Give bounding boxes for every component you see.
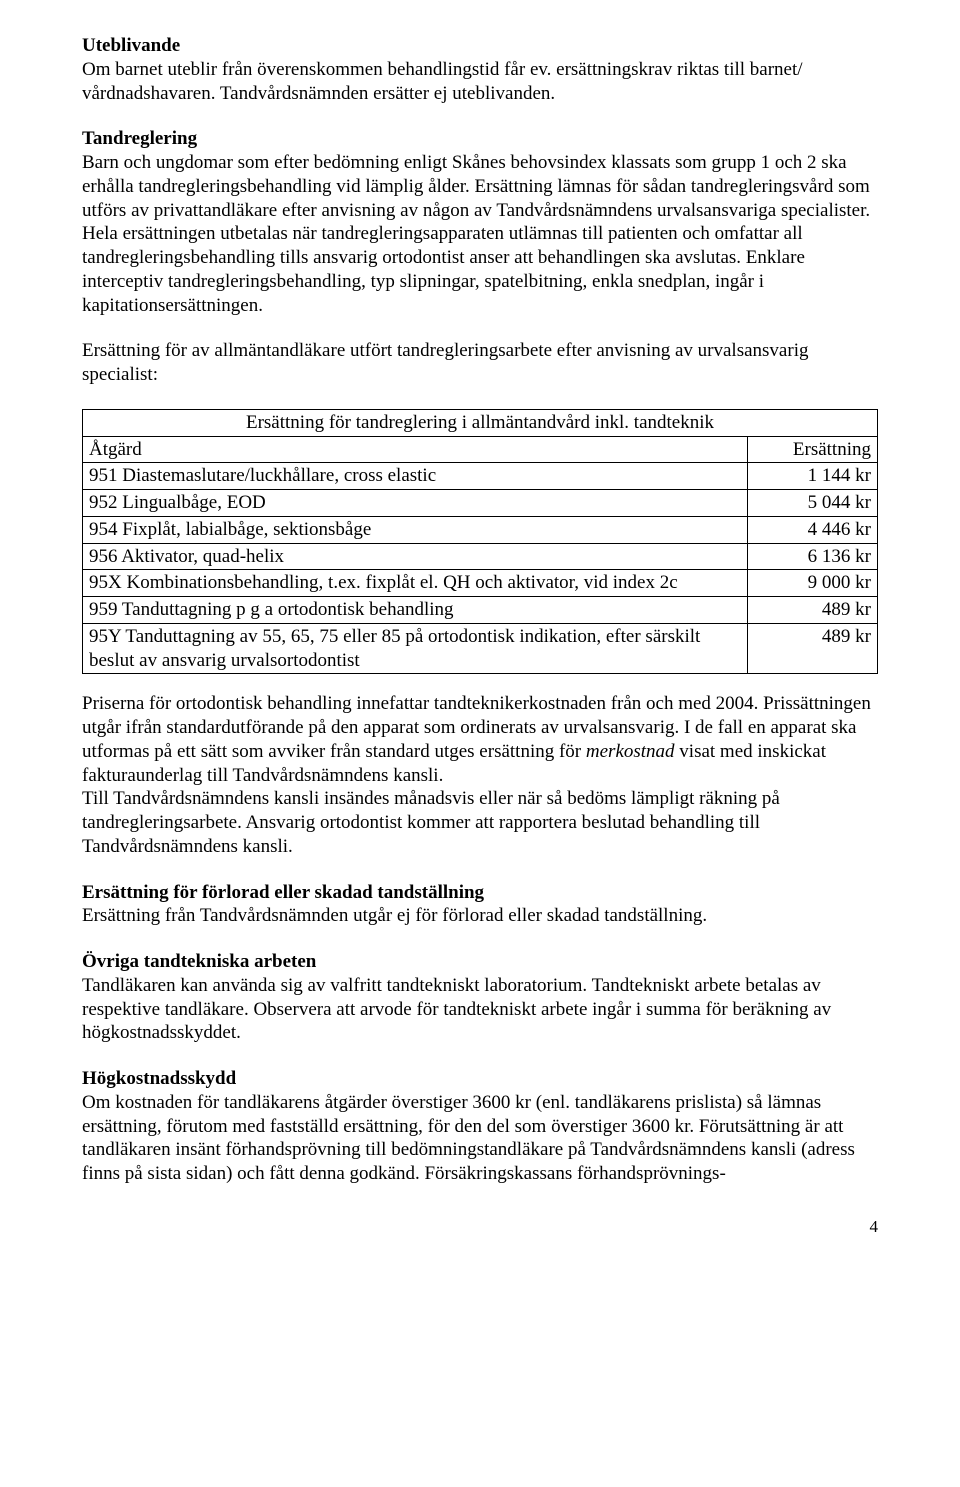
table-header-right: Ersättning — [748, 436, 878, 463]
priser-paragraph-1: Priserna för ortodontisk behandling inne… — [82, 692, 878, 787]
table-row: 954 Fixplåt, labialbåge, sektionsbåge 4 … — [83, 516, 878, 543]
heading-ovriga: Övriga tandtekniska arbeten — [82, 950, 878, 974]
table-cell-label: 959 Tanduttagning p g a ortodontisk beha… — [83, 597, 748, 624]
section-uteblivande: Uteblivande Om barnet uteblir från övere… — [82, 34, 878, 105]
table-cell-value: 5 044 kr — [748, 490, 878, 517]
body-hogkostnad: Om kostnaden för tandläkarens åtgärder ö… — [82, 1091, 878, 1186]
section-priser: Priserna för ortodontisk behandling inne… — [82, 692, 878, 858]
table-cell-value: 489 kr — [748, 623, 878, 674]
table-cell-label: 95X Kombinationsbehandling, t.ex. fixplå… — [83, 570, 748, 597]
section-ovriga: Övriga tandtekniska arbeten Tandläkaren … — [82, 950, 878, 1045]
table-title-row: Ersättning för tandreglering i allmäntan… — [83, 409, 878, 436]
table-row: 959 Tanduttagning p g a ortodontisk beha… — [83, 597, 878, 624]
body-forlorad: Ersättning från Tandvårdsnämnden utgår e… — [82, 904, 878, 928]
body-uteblivande: Om barnet uteblir från överenskommen beh… — [82, 58, 878, 106]
table-row: 952 Lingualbåge, EOD 5 044 kr — [83, 490, 878, 517]
body-tandreglering: Barn och ungdomar som efter bedömning en… — [82, 151, 878, 317]
table-cell-value: 1 144 kr — [748, 463, 878, 490]
table-cell-value: 489 kr — [748, 597, 878, 624]
priser-paragraph-2: Till Tandvårdsnämndens kansli insändes m… — [82, 787, 878, 858]
heading-uteblivande: Uteblivande — [82, 34, 878, 58]
ersattning-intro-text: Ersättning för av allmäntandläkare utför… — [82, 339, 878, 387]
table-row: 95X Kombinationsbehandling, t.ex. fixplå… — [83, 570, 878, 597]
table-cell-label: 952 Lingualbåge, EOD — [83, 490, 748, 517]
section-forlorad: Ersättning för förlorad eller skadad tan… — [82, 881, 878, 929]
table-row: 95Y Tanduttagning av 55, 65, 75 eller 85… — [83, 623, 878, 674]
section-hogkostnad: Högkostnadsskydd Om kostnaden för tandlä… — [82, 1067, 878, 1186]
section-tandreglering: Tandreglering Barn och ungdomar som efte… — [82, 127, 878, 317]
table-row: 956 Aktivator, quad-helix 6 136 kr — [83, 543, 878, 570]
table-row: 951 Diastemaslutare/luckhållare, cross e… — [83, 463, 878, 490]
table-header-row: Åtgärd Ersättning — [83, 436, 878, 463]
page-number: 4 — [82, 1216, 878, 1237]
table-cell-label: 951 Diastemaslutare/luckhållare, cross e… — [83, 463, 748, 490]
table-cell-label: 956 Aktivator, quad-helix — [83, 543, 748, 570]
heading-forlorad: Ersättning för förlorad eller skadad tan… — [82, 881, 878, 905]
heading-tandreglering: Tandreglering — [82, 127, 878, 151]
table-cell-label: 954 Fixplåt, labialbåge, sektionsbåge — [83, 516, 748, 543]
heading-hogkostnad: Högkostnadsskydd — [82, 1067, 878, 1091]
table-cell-value: 9 000 kr — [748, 570, 878, 597]
table-title: Ersättning för tandreglering i allmäntan… — [83, 409, 878, 436]
table-cell-label: 95Y Tanduttagning av 55, 65, 75 eller 85… — [83, 623, 748, 674]
body-ovriga: Tandläkaren kan använda sig av valfritt … — [82, 974, 878, 1045]
table-cell-value: 6 136 kr — [748, 543, 878, 570]
priser-span3-italic: merkostnad — [586, 741, 675, 762]
priser-span1: Priserna för ortodontisk behandling inne… — [82, 693, 758, 714]
section-ersattning-intro: Ersättning för av allmäntandläkare utför… — [82, 339, 878, 387]
ersattning-table: Ersättning för tandreglering i allmäntan… — [82, 409, 878, 675]
table-header-left: Åtgärd — [83, 436, 748, 463]
table-cell-value: 4 446 kr — [748, 516, 878, 543]
